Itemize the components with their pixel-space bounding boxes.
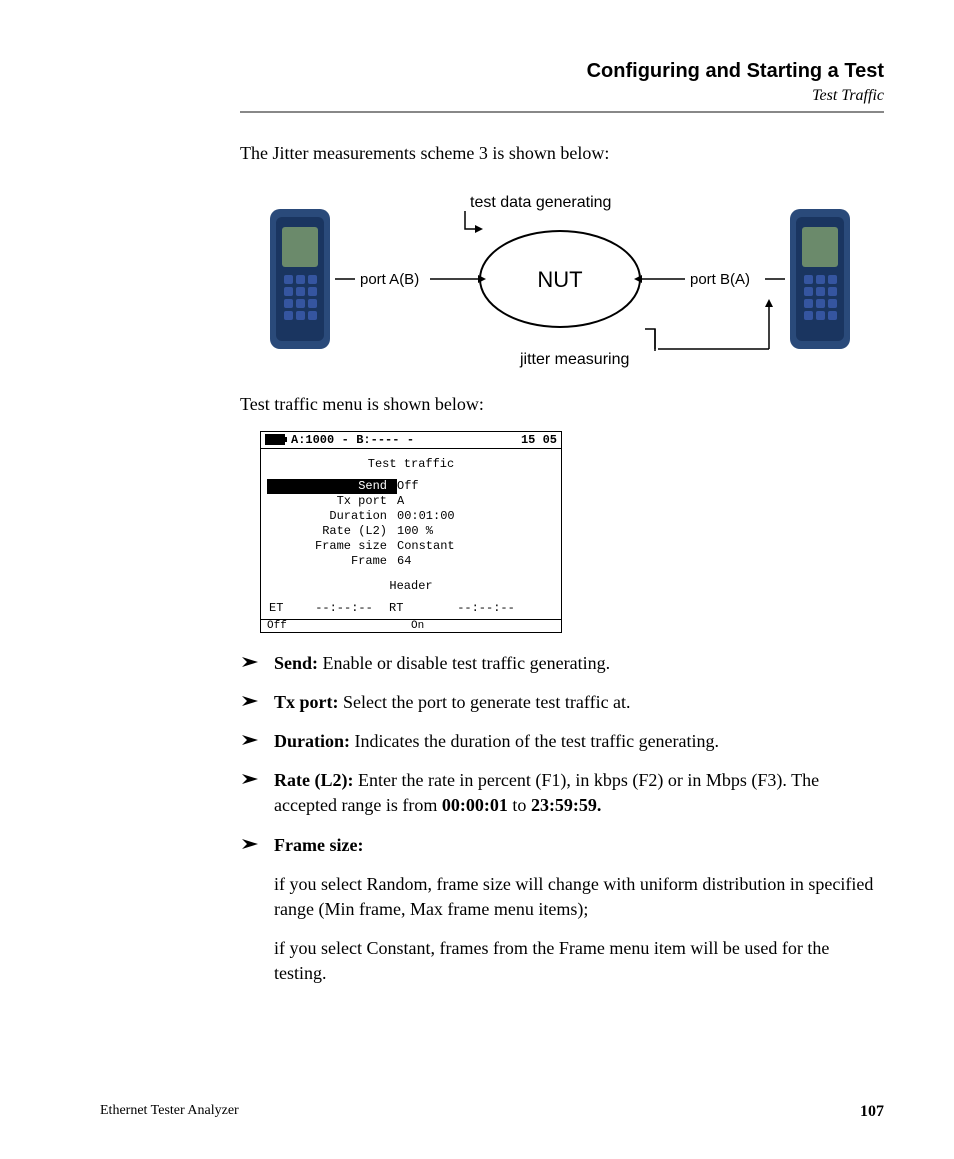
definition-desc: Enable or disable test traffic generatin… [318, 653, 610, 673]
menu-row-value: 00:01:00 [397, 509, 555, 524]
menu-row-label: Frame size [267, 539, 397, 554]
menu-row-value: Constant [397, 539, 555, 554]
definition-item: Duration: Indicates the duration of the … [240, 729, 884, 754]
bullet-arrow-icon [240, 653, 264, 671]
menu-row: Duration00:01:00 [267, 509, 555, 524]
definition-term: Send: [274, 653, 318, 673]
menu-rt-value: --:--:-- [419, 601, 553, 615]
menu-status-time: 15 05 [521, 433, 557, 447]
definition-item: Frame size: [240, 833, 884, 858]
definition-desc: Select the port to generate test traffic… [339, 692, 631, 712]
definition-term: Frame size: [274, 835, 363, 855]
menu-softkey-off: Off [267, 620, 411, 632]
menu-row-label: Send [267, 479, 397, 494]
bullet-arrow-icon [240, 770, 264, 788]
battery-icon [265, 434, 285, 445]
menu-et-value: --:--:-- [299, 601, 389, 615]
menu-row: Rate (L2)100 % [267, 524, 555, 539]
diagram-top-label: test data generating [470, 194, 611, 211]
menu-row-value: 64 [397, 554, 555, 569]
diagram-bottom-label: jitter measuring [519, 351, 629, 368]
definition-item: Rate (L2): Enter the rate in percent (F1… [240, 768, 884, 818]
definition-term: Rate (L2): [274, 770, 353, 790]
diagram-left-port: port A(B) [360, 271, 419, 288]
menu-et-label: ET [269, 601, 299, 615]
menu-status-a: A:1000 [291, 433, 334, 447]
menu-row-value: A [397, 494, 555, 509]
definition-item: Send: Enable or disable test traffic gen… [240, 651, 884, 676]
frame-size-constant-desc: if you select Constant, frames from the … [274, 936, 884, 986]
menu-row-label: Frame [267, 554, 397, 569]
diagram-nut-label: NUT [537, 267, 582, 292]
menu-row: SendOff [267, 479, 555, 494]
menu-row-label: Rate (L2) [267, 524, 397, 539]
bullet-arrow-icon [240, 731, 264, 749]
menu-row-value: Off [397, 479, 555, 494]
intro-text-1: The Jitter measurements scheme 3 is show… [240, 141, 884, 165]
definition-term: Tx port: [274, 692, 339, 712]
diagram-right-port: port B(A) [690, 271, 750, 288]
menu-rt-label: RT [389, 601, 419, 615]
definition-desc: Indicates the duration of the test traff… [350, 731, 719, 751]
footer-page-number: 107 [860, 1103, 884, 1121]
definition-term: Duration: [274, 731, 350, 751]
intro-text-2: Test traffic menu is shown below: [240, 392, 884, 416]
frame-size-random-desc: if you select Random, frame size will ch… [274, 872, 884, 922]
page-header-subtitle: Test Traffic [240, 87, 884, 105]
page-header-title: Configuring and Starting a Test [240, 60, 884, 83]
jitter-scheme-diagram: NUT test data generating port A(B) port … [260, 189, 860, 369]
menu-row-value: 100 % [397, 524, 555, 539]
menu-softkey-on: On [411, 620, 555, 632]
header-rule [240, 111, 884, 113]
menu-row: Frame sizeConstant [267, 539, 555, 554]
definitions-list: Send: Enable or disable test traffic gen… [240, 651, 884, 858]
menu-header-item: Header [267, 579, 555, 593]
definition-item: Tx port: Select the port to generate tes… [240, 690, 884, 715]
menu-title: Test traffic [267, 457, 555, 471]
menu-status-b: B:---- [356, 433, 399, 447]
footer-product: Ethernet Tester Analyzer [100, 1103, 239, 1121]
menu-row-label: Duration [267, 509, 397, 524]
menu-row-label: Tx port [267, 494, 397, 509]
bullet-arrow-icon [240, 692, 264, 710]
menu-row: Frame64 [267, 554, 555, 569]
test-traffic-menu: A:1000 - B:---- - 15 05 Test traffic Sen… [260, 431, 562, 633]
menu-row: Tx portA [267, 494, 555, 509]
bullet-arrow-icon [240, 835, 264, 853]
